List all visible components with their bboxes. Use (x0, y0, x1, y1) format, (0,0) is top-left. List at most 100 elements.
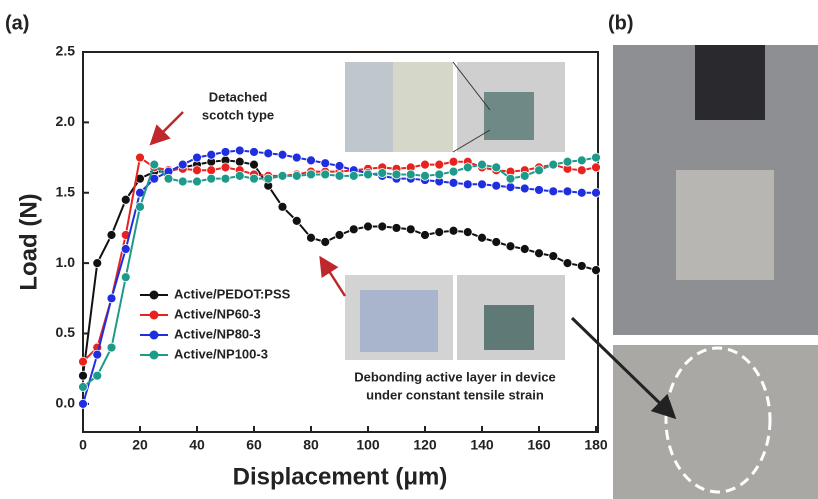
marker (549, 252, 558, 261)
marker (121, 245, 130, 254)
marker (136, 153, 145, 162)
marker (535, 166, 544, 175)
marker (292, 216, 301, 225)
marker (592, 153, 601, 162)
x-tick-label: 100 (356, 437, 380, 453)
marker (421, 230, 430, 239)
marker (492, 181, 501, 190)
x-tick-label: 160 (527, 437, 551, 453)
marker (264, 149, 273, 158)
marker (492, 238, 501, 247)
marker (193, 166, 202, 175)
x-tick-label: 140 (470, 437, 494, 453)
marker (221, 147, 230, 156)
marker (577, 188, 586, 197)
y-tick-label: 0.0 (56, 395, 76, 411)
marker (93, 350, 102, 359)
marker (378, 222, 387, 231)
marker (207, 150, 216, 159)
marker (520, 171, 529, 180)
marker (250, 160, 259, 169)
x-tick-label: 60 (246, 437, 262, 453)
marker (349, 225, 358, 234)
photo (695, 45, 765, 120)
marker (492, 163, 501, 172)
marker (449, 167, 458, 176)
marker (221, 163, 230, 172)
marker (193, 177, 202, 186)
marker (292, 171, 301, 180)
y-tick-label: 1.0 (56, 254, 76, 270)
marker (378, 169, 387, 178)
marker (563, 259, 572, 268)
inset-photo (360, 290, 438, 352)
marker (307, 170, 316, 179)
marker (392, 223, 401, 232)
marker (406, 170, 415, 179)
marker (278, 171, 287, 180)
marker (178, 177, 187, 186)
legend-marker (150, 351, 159, 360)
marker (136, 202, 145, 211)
marker (335, 230, 344, 239)
marker (207, 166, 216, 175)
x-tick-label: 180 (584, 437, 608, 453)
marker (435, 160, 444, 169)
marker (79, 399, 88, 408)
marker (392, 170, 401, 179)
marker (435, 228, 444, 237)
marker (250, 174, 259, 183)
marker (549, 160, 558, 169)
marker (321, 238, 330, 247)
marker (178, 160, 187, 169)
marker (421, 171, 430, 180)
marker (107, 230, 116, 239)
marker (235, 171, 244, 180)
y-tick-label: 0.5 (56, 324, 76, 340)
marker (577, 166, 586, 175)
legend-label: Active/NP60-3 (174, 306, 261, 321)
marker (478, 233, 487, 242)
marker (93, 259, 102, 268)
marker (278, 202, 287, 211)
legend-label: Active/NP80-3 (174, 326, 261, 341)
legend-marker (150, 291, 159, 300)
marker (321, 159, 330, 168)
x-tick-label: 20 (132, 437, 148, 453)
marker (506, 242, 515, 251)
marker (278, 150, 287, 159)
marker (121, 195, 130, 204)
marker (563, 187, 572, 196)
marker (292, 153, 301, 162)
marker (406, 225, 415, 234)
marker (463, 180, 472, 189)
arrow (153, 112, 183, 142)
marker (250, 147, 259, 156)
legend-label: Active/NP100-3 (174, 346, 268, 361)
annotation: Detached (209, 89, 268, 104)
marker (335, 162, 344, 171)
x-tick-label: 40 (189, 437, 205, 453)
marker (520, 184, 529, 193)
marker (107, 294, 116, 303)
marker (520, 245, 529, 254)
marker (307, 156, 316, 165)
marker (577, 261, 586, 270)
marker (463, 228, 472, 237)
photo (613, 345, 818, 499)
y-tick-label: 1.5 (56, 183, 76, 199)
marker (535, 185, 544, 194)
marker (463, 163, 472, 172)
x-tick-label: 120 (413, 437, 437, 453)
inset-photo (393, 62, 453, 152)
marker (364, 222, 373, 231)
x-tick-label: 80 (303, 437, 319, 453)
marker (349, 171, 358, 180)
annotation: scotch type (202, 107, 274, 122)
arrow (322, 260, 345, 296)
panel-label: (b) (608, 12, 634, 34)
marker (321, 170, 330, 179)
marker (577, 156, 586, 165)
marker (335, 171, 344, 180)
x-tick-label: 0 (79, 437, 87, 453)
